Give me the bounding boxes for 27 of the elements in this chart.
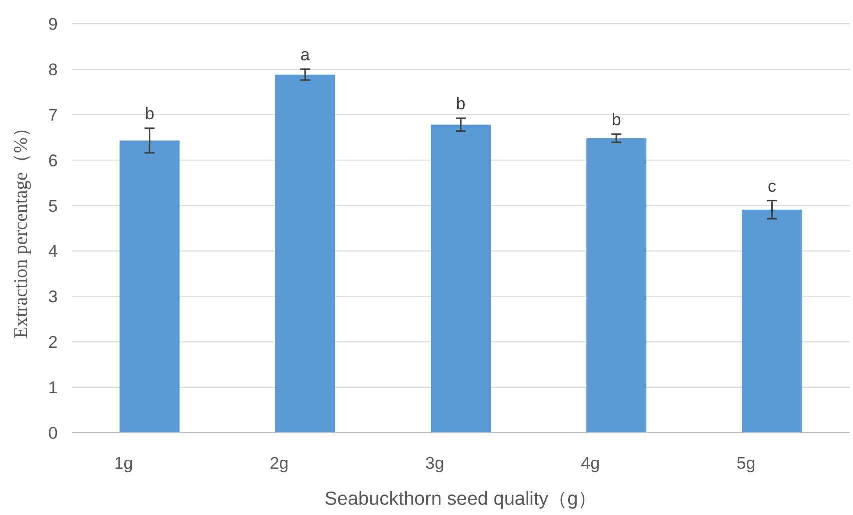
- x-tick-label: 3g: [426, 454, 444, 473]
- y-tick-label: 3: [48, 288, 58, 307]
- y-tick-label: 7: [48, 106, 58, 125]
- bar: [586, 138, 647, 433]
- x-tick-label: 5g: [736, 454, 756, 473]
- y-tick-label: 9: [48, 15, 58, 34]
- annotation: a: [300, 45, 311, 64]
- annotation: b: [612, 110, 622, 130]
- bar: [431, 124, 491, 433]
- y-tick-label: 6: [48, 151, 58, 170]
- bar: [120, 140, 180, 433]
- annotation: b: [456, 94, 466, 114]
- y-tick-label: 8: [48, 60, 58, 80]
- bar: [742, 210, 802, 433]
- x-tick-label: 1g: [114, 454, 134, 473]
- y-tick-label: 2: [48, 333, 58, 352]
- bar: [275, 74, 336, 433]
- annotation: b: [145, 104, 155, 124]
- x-axis-title: Seabuckthorn seed quality（g）: [324, 489, 598, 510]
- x-tick-label: 2g: [270, 454, 289, 473]
- y-tick-label: 0: [48, 424, 58, 443]
- y-tick-label: 1: [48, 378, 58, 398]
- y-tick-label: 4: [48, 242, 58, 262]
- annotation: c: [768, 176, 777, 196]
- x-tick-label: 4g: [581, 454, 600, 473]
- y-tick-label: 5: [48, 196, 58, 216]
- y-axis-title: Extraction percentage（%）: [11, 118, 32, 338]
